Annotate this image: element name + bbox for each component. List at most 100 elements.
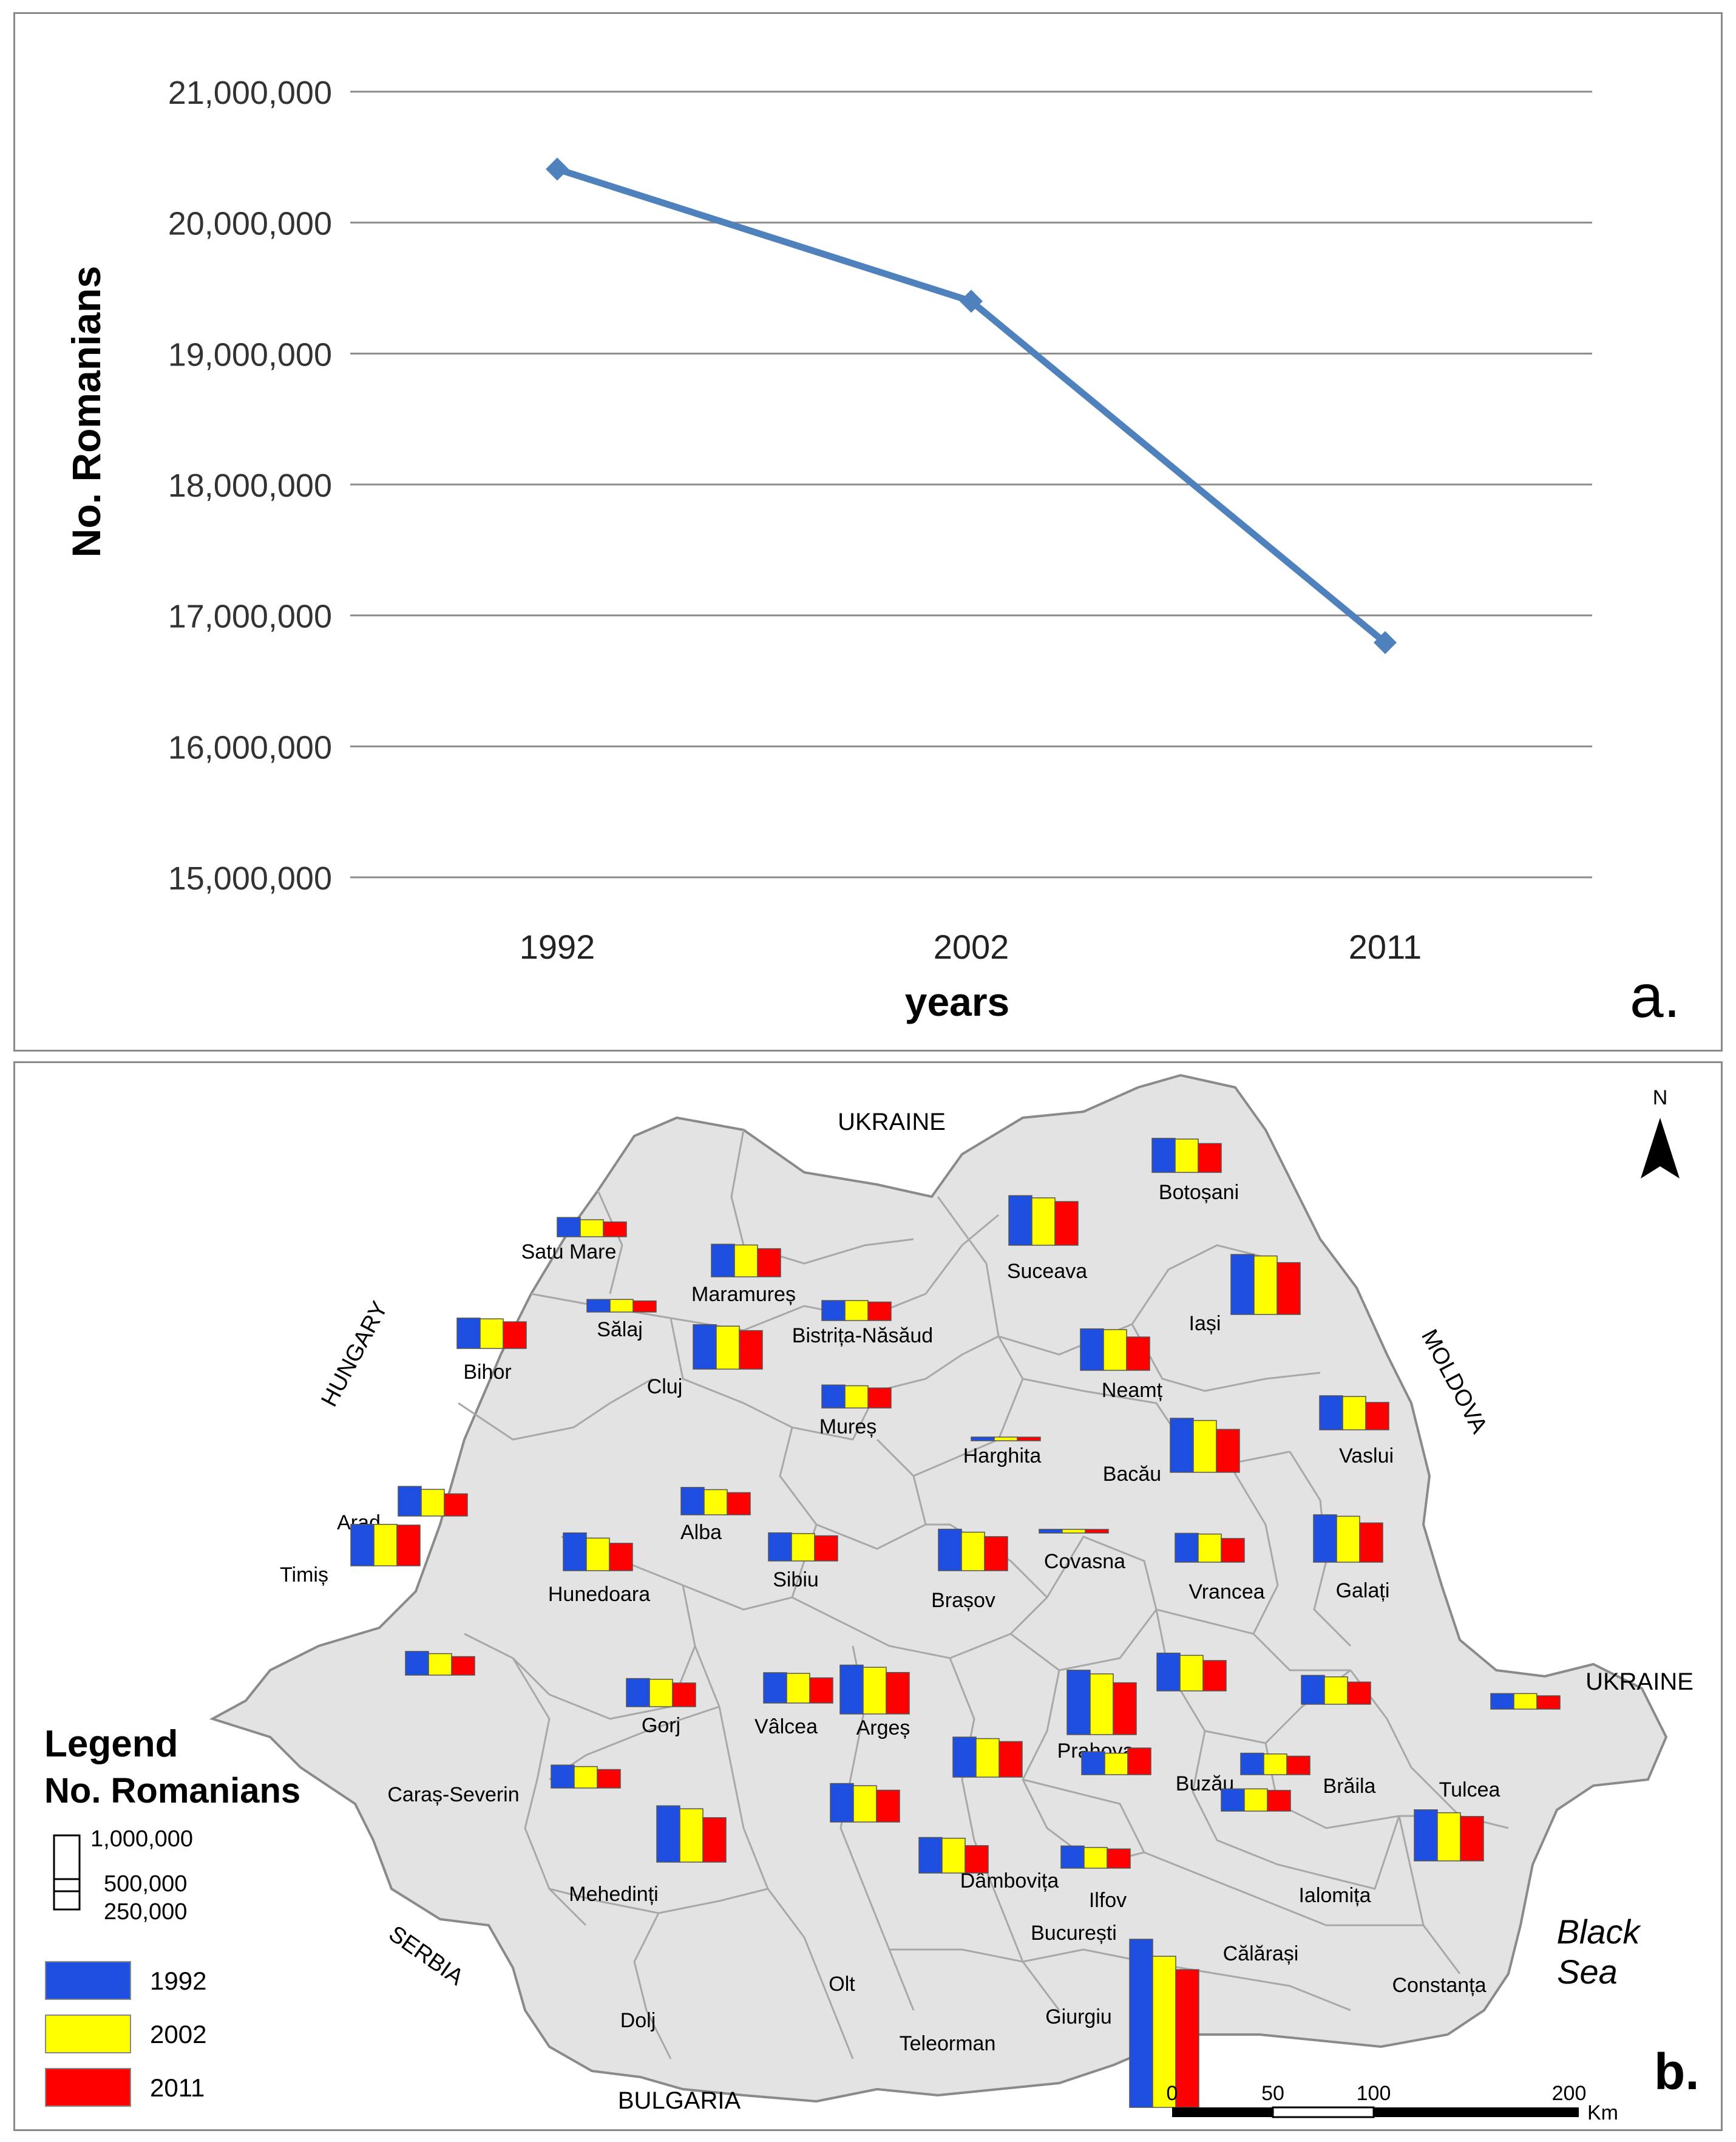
county-label: Maramureș [691,1283,796,1306]
county-flag: Argeș [839,1664,910,1739]
county-bar [1193,1420,1217,1473]
county-bar [821,1384,846,1409]
county-flag: Vrancea [1175,1532,1265,1603]
county-bar [1267,1790,1291,1812]
county-bar [1301,1674,1325,1705]
county-flag: Hunedoara [548,1532,650,1606]
county-bar [1198,1143,1222,1173]
county-label: Alba [680,1521,722,1544]
legend-swatch [45,1961,131,2000]
county-flag: Neamț [1080,1328,1163,1402]
county-bar [839,1664,864,1715]
x-tick-label: 2011 [1349,928,1422,966]
county-bar [1513,1693,1538,1710]
county-bar [1062,1529,1086,1534]
county-flag: Bistrița-Năsăud [792,1300,933,1347]
county-bar [1319,1395,1343,1430]
y-tick-label: 20,000,000 [168,206,332,242]
county-bar [1277,1262,1301,1315]
county-flag: Gorj [626,1678,696,1737]
county-bar [551,1764,575,1789]
county-bar [1107,1848,1131,1869]
county-bar [1286,1755,1310,1775]
county-flag: Brașov [931,1528,1008,1612]
county-label: Olt [829,1973,855,1996]
sea-label-line2: Sea [1557,1953,1618,1991]
county-bar [809,1677,833,1704]
neighbor-label-hungary: HUNGARY [316,1297,393,1411]
county-bar [734,1244,758,1277]
legend-swatch-label: 2002 [150,2020,206,2048]
county-bar [649,1679,673,1707]
county-bar [680,1487,705,1515]
series-line [556,166,1388,645]
county-bar [1126,1336,1150,1371]
y-tick-label: 16,000,000 [168,729,332,766]
legend-swatch-label: 2011 [150,2073,205,2102]
county-bar [739,1330,763,1370]
county-label: Brăila [1323,1775,1376,1798]
county-bar [1039,1529,1063,1534]
county-bar [702,1817,727,1863]
county-bar [1230,1254,1255,1315]
county-bar [1129,1939,1153,2108]
county-flag: Maramureș [691,1243,796,1306]
county-bar [373,1523,398,1566]
county-label: Vaslui [1339,1444,1394,1467]
county-bar [1490,1693,1514,1710]
county-bar [679,1808,704,1863]
county-bar [672,1682,696,1707]
county-bar [1263,1753,1287,1775]
data-point [1374,631,1397,654]
data-point [546,157,569,181]
county-bar [632,1300,657,1313]
county-label: Harghita [963,1444,1042,1467]
county-label: Hunedoara [548,1583,650,1606]
romania-map: Satu Mare Maramureș Suceava Botoșani Iași Săl… [44,1073,1700,2124]
county-bar [863,1667,887,1715]
county-bar [763,1672,787,1704]
county-label: București [1031,1922,1117,1945]
county-bar [557,1217,581,1237]
chart-panel-a: 15,000,000 16,000,000 17,000,000 18,000,000… [13,12,1723,1052]
county-flag: Iași [1189,1254,1301,1335]
county-label: Suceava [1007,1260,1087,1283]
county-flag: Brăila [1301,1674,1376,1798]
county-bar [1240,1752,1264,1775]
county-bar [971,1436,995,1441]
county-bar [421,1489,445,1517]
county-label: Ilfov [1089,1889,1127,1912]
county-bar [938,1528,962,1571]
x-tick-labels: 1992 2002 2011 [520,928,1422,966]
county-bar [1175,1138,1199,1173]
county-bar [1017,1436,1041,1441]
scale-tick-200: 200 [1552,2082,1587,2105]
county-flag: Harghita [963,1436,1042,1467]
scale-tick-0: 0 [1167,2082,1178,2105]
county-bar [830,1783,854,1823]
county-bar [1083,1847,1108,1869]
county-bar [791,1533,815,1562]
county-bar [451,1656,475,1676]
county-bar [1221,1788,1245,1812]
county-label: Cluj [647,1375,683,1398]
county-flag: Prahova [1057,1670,1137,1763]
county-bar [1175,1532,1199,1563]
county-bar [503,1321,527,1349]
county-bar [1090,1673,1114,1735]
county-bar [626,1678,650,1707]
county-flag: Caraș-Severin [387,1651,520,1806]
county-bar [1060,1845,1085,1869]
county-flag: Suceava [1007,1195,1087,1283]
county-flag: Galați [1313,1514,1389,1602]
county-bar [1198,1533,1222,1563]
y-tick-label: 19,000,000 [168,336,332,373]
county-bar [853,1785,877,1823]
county-bar [952,1736,977,1778]
county-bar [844,1300,869,1321]
county-flag: Bihor [456,1318,527,1384]
county-bar [609,1543,633,1571]
county-bar [886,1671,910,1715]
county-label: Satu Mare [521,1240,617,1263]
county-bar-charts: Satu Mare Maramureș Suceava Botoșani Iași Săl… [280,1138,1561,2108]
